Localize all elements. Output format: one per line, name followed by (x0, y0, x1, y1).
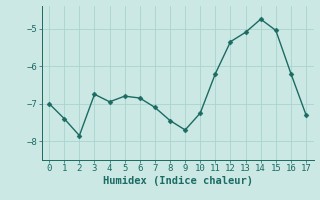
X-axis label: Humidex (Indice chaleur): Humidex (Indice chaleur) (103, 176, 252, 186)
